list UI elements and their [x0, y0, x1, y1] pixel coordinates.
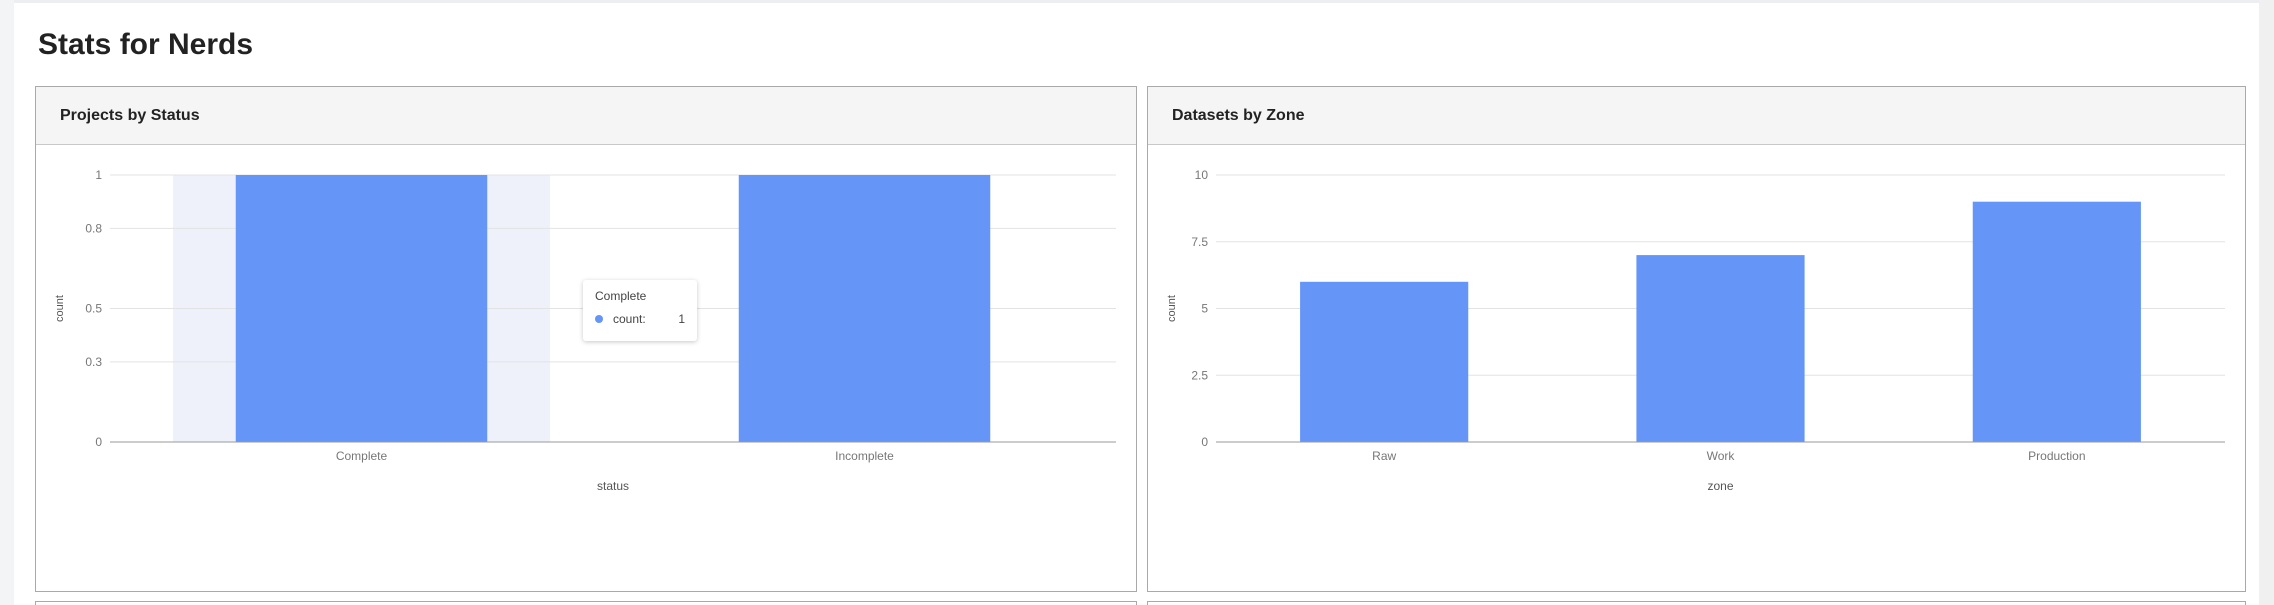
panel-header: Projects by Status — [36, 87, 1136, 145]
series-dot-icon — [595, 315, 603, 323]
chart-tooltip: Complete count: 1 — [583, 280, 697, 341]
tooltip-value: 1 — [678, 312, 685, 326]
datasets-by-zone-chart: 0 2.5 5 7.5 10 Raw Work Production zone count — [1166, 168, 2225, 493]
next-panel-edge — [1147, 601, 2246, 605]
y-tick-label: 2.5 — [1191, 368, 1208, 382]
y-axis-title: count — [54, 295, 66, 322]
page: Stats for Nerds Projects by Status 0 0.3 0… — [14, 0, 2259, 605]
x-tick-label: Work — [1707, 449, 1736, 463]
y-tick-label: 7.5 — [1191, 235, 1208, 249]
y-axis-title: count — [1166, 295, 1178, 322]
x-axis-title: zone — [1707, 479, 1733, 493]
x-tick-label: Production — [2028, 449, 2085, 463]
y-tick-label: 0.8 — [85, 221, 102, 235]
page-title: Stats for Nerds — [38, 28, 254, 61]
y-tick-label: 0 — [1201, 435, 1208, 449]
y-tick-label: 5 — [1201, 302, 1208, 316]
bar-work — [1636, 255, 1805, 442]
x-tick-label: Incomplete — [835, 449, 894, 463]
bar-complete — [235, 175, 488, 442]
next-panel-edge — [35, 601, 1137, 605]
y-tick-label: 1 — [95, 168, 102, 182]
panel-title: Projects by Status — [60, 106, 200, 124]
tooltip-row: count: 1 — [595, 312, 685, 326]
panel-title: Datasets by Zone — [1172, 106, 1305, 124]
y-tick-label: 0.3 — [85, 355, 102, 369]
bar-incomplete — [738, 175, 991, 442]
page-scrollbar[interactable] — [2259, 0, 2274, 605]
y-tick-label: 10 — [1195, 168, 1209, 182]
panel-header: Datasets by Zone — [1148, 87, 2245, 145]
tooltip-series-name: count: — [613, 312, 646, 326]
datasets-by-zone-panel: Datasets by Zone 0 2.5 5 7.5 10 Raw Work Produc… — [1147, 86, 2246, 592]
x-tick-label: Raw — [1372, 449, 1396, 463]
x-tick-label: Complete — [336, 449, 388, 463]
projects-by-status-panel: Projects by Status 0 0.3 0.5 0.8 1 Complete In… — [35, 86, 1137, 592]
tooltip-title: Complete — [595, 289, 647, 303]
bar-production — [1972, 201, 2141, 442]
x-axis-title: status — [597, 479, 629, 493]
top-divider — [14, 0, 2259, 3]
y-tick-label: 0.5 — [85, 302, 102, 316]
bar-raw — [1300, 281, 1469, 442]
y-tick-label: 0 — [95, 435, 102, 449]
projects-by-status-chart: 0 0.3 0.5 0.8 1 Complete Incomplete status count — [54, 168, 1116, 493]
